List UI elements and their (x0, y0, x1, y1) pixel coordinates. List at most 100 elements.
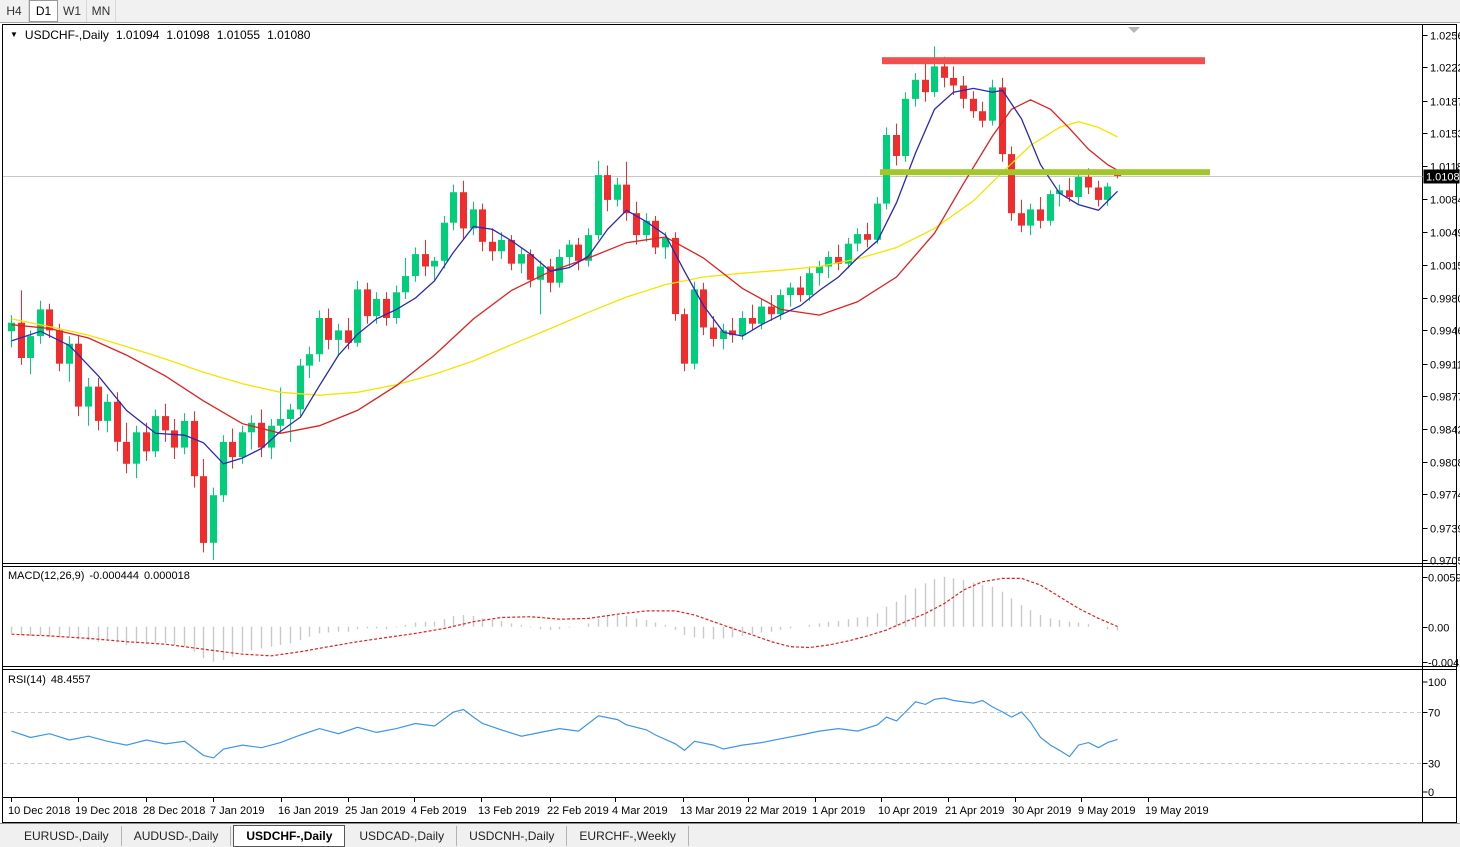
svg-text:13 Feb 2019: 13 Feb 2019 (478, 805, 540, 817)
candle (460, 180, 467, 240)
candle (95, 378, 102, 431)
svg-text:0.97390: 0.97390 (1430, 524, 1460, 536)
svg-text:0.98080: 0.98080 (1430, 458, 1460, 470)
candle (739, 311, 746, 340)
candle (383, 292, 390, 326)
candle (1075, 171, 1082, 204)
macd-main-value: -0.000444 (89, 570, 139, 582)
chevron-down-icon[interactable]: ▼ (10, 30, 18, 39)
candle (229, 428, 236, 469)
candle (1095, 180, 1102, 207)
timeframe-button-mn[interactable]: MN (87, 0, 116, 22)
candle (999, 77, 1006, 162)
candle (422, 239, 429, 277)
svg-text:25 Jan 2019: 25 Jan 2019 (345, 805, 406, 817)
svg-text:1.00490: 1.00490 (1430, 228, 1460, 240)
candle (902, 92, 909, 162)
tab-eurchf-weekly[interactable]: EURCHF-,Weekly (567, 825, 689, 846)
chart-frame (2, 24, 1457, 823)
candle (1018, 199, 1025, 233)
svg-text:22 Feb 2019: 22 Feb 2019 (547, 805, 609, 817)
candle (1008, 146, 1015, 221)
candle (912, 73, 919, 107)
candle (931, 46, 938, 97)
candle (681, 308, 688, 372)
tab-eurusd-daily[interactable]: EURUSD-,Daily (12, 825, 122, 846)
svg-text:13 Mar 2019: 13 Mar 2019 (680, 805, 742, 817)
candle (604, 165, 611, 212)
candle (18, 290, 25, 365)
candle (643, 213, 650, 242)
tab-audusd-daily[interactable]: AUDUSD-,Daily (122, 825, 232, 846)
chart-shift-marker-icon[interactable] (1128, 27, 1140, 33)
ma-mid-red (11, 99, 1118, 434)
svg-text:22 Mar 2019: 22 Mar 2019 (745, 805, 807, 817)
svg-text:1.00840: 1.00840 (1430, 195, 1460, 207)
candle (989, 79, 996, 126)
svg-text:30 Apr 2019: 30 Apr 2019 (1012, 805, 1071, 817)
macd-signal-line (11, 577, 1118, 657)
candle (749, 304, 756, 331)
candle (56, 323, 63, 372)
candle (575, 237, 582, 271)
candle (441, 216, 448, 269)
svg-text:70: 70 (1428, 708, 1440, 720)
candle (922, 62, 929, 102)
candle (864, 222, 871, 248)
timeframe-button-d1[interactable]: D1 (29, 0, 58, 22)
support-line[interactable] (880, 169, 1210, 176)
candle (720, 323, 727, 350)
candle (633, 201, 640, 245)
svg-text:0: 0 (1428, 787, 1434, 799)
svg-text:1.02220: 1.02220 (1430, 63, 1460, 75)
tab-usdcnh-daily[interactable]: USDCNH-,Daily (457, 825, 568, 846)
rsi-indicator-label: RSI(14) 48.4557 (8, 674, 91, 686)
candle (691, 281, 698, 370)
candle (306, 346, 313, 378)
svg-text:0.98770: 0.98770 (1430, 392, 1460, 404)
svg-text:19 Dec 2018: 19 Dec 2018 (75, 805, 137, 817)
macd-name: MACD(12,26,9) (8, 570, 85, 582)
candle (585, 228, 592, 267)
rsi-panel: 100 70 30 0 (3, 677, 1446, 799)
svg-text:0.00: 0.00 (1428, 623, 1449, 635)
resistance-line[interactable] (882, 57, 1205, 65)
timeframe-button-h4[interactable]: H4 (0, 0, 29, 22)
candle (518, 247, 525, 274)
timeframe-button-w1[interactable]: W1 (58, 0, 87, 22)
candle (8, 315, 15, 348)
tab-usdcad-daily[interactable]: USDCAD-,Daily (347, 825, 458, 846)
svg-text:0.99800: 0.99800 (1430, 294, 1460, 306)
svg-text:10 Dec 2018: 10 Dec 2018 (8, 805, 70, 817)
svg-text:1.01530: 1.01530 (1430, 129, 1460, 141)
macd-panel: 0.00597 0.00 -0.00424 (10, 573, 1460, 670)
ma-fast-blue (11, 87, 1118, 465)
candle (614, 177, 621, 207)
candle (652, 216, 659, 255)
svg-text:0.97740: 0.97740 (1430, 490, 1460, 502)
candle (46, 303, 53, 338)
candle (287, 403, 294, 442)
candle (402, 258, 409, 299)
candle (66, 336, 73, 382)
svg-text:1.01080: 1.01080 (1426, 172, 1460, 184)
candle (1037, 197, 1044, 229)
tab-usdchf-daily[interactable]: USDCHF-,Daily (233, 824, 346, 847)
candle (316, 310, 323, 362)
candle (960, 76, 967, 109)
candle (412, 247, 419, 282)
candle (710, 316, 717, 347)
candle (181, 413, 188, 455)
candle (893, 123, 900, 166)
ma-slow-yellow (11, 121, 1118, 396)
quote-open: 1.01094 (115, 28, 160, 42)
candle (1027, 203, 1034, 236)
candle (210, 487, 217, 560)
candle (768, 295, 775, 321)
candle (335, 323, 342, 357)
candle (133, 425, 140, 479)
candle (806, 266, 813, 301)
candle (297, 359, 304, 417)
candle (171, 419, 178, 459)
